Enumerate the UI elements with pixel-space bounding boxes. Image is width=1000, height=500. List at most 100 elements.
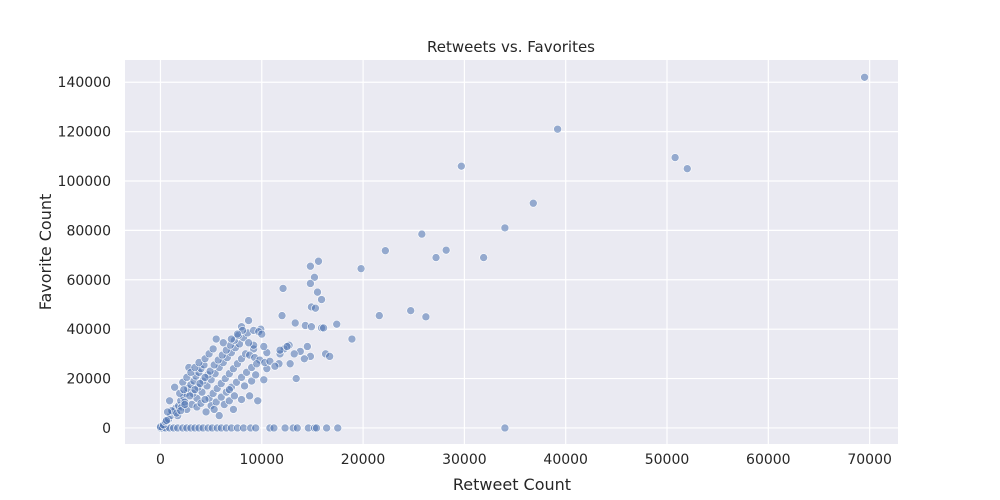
data-point xyxy=(259,342,269,351)
data-point xyxy=(528,198,538,208)
data-point xyxy=(500,223,510,233)
data-point xyxy=(319,323,328,333)
data-point xyxy=(347,334,357,344)
data-point xyxy=(247,376,256,386)
data-point xyxy=(257,329,267,339)
data-point xyxy=(313,287,322,297)
data-point xyxy=(310,273,319,282)
data-point xyxy=(251,423,260,433)
y-tick-label: 100000 xyxy=(58,174,111,190)
data-point xyxy=(289,349,299,359)
data-point xyxy=(200,373,210,382)
data-point xyxy=(417,229,427,239)
x-tick-label: 10000 xyxy=(239,452,284,468)
data-point xyxy=(306,279,315,288)
data-point xyxy=(314,256,323,266)
data-point xyxy=(670,153,680,162)
data-point xyxy=(500,423,510,433)
data-point xyxy=(253,396,263,406)
data-point xyxy=(229,405,238,414)
data-point xyxy=(195,379,205,388)
data-point xyxy=(163,407,172,417)
data-point xyxy=(275,345,285,355)
data-point xyxy=(201,407,211,417)
data-point xyxy=(269,423,279,433)
y-tick-labels: 0 20000 40000 60000 80000 100000 120000 140000 xyxy=(58,75,111,437)
y-tick-label: 80000 xyxy=(66,223,111,239)
data-point xyxy=(356,264,366,273)
y-axis-label: Favorite Count xyxy=(36,194,55,311)
data-point xyxy=(317,295,326,304)
data-point xyxy=(311,303,320,313)
data-point xyxy=(190,385,200,394)
x-tick-label: 50000 xyxy=(645,452,690,468)
data-point xyxy=(200,395,210,404)
data-point xyxy=(179,385,189,394)
data-point xyxy=(280,423,290,433)
y-tick-label: 140000 xyxy=(58,75,111,91)
data-point xyxy=(306,261,315,271)
data-point xyxy=(421,312,431,322)
x-tick-label: 70000 xyxy=(847,452,892,468)
data-point xyxy=(290,318,300,328)
y-tick-label: 60000 xyxy=(66,273,111,289)
data-point xyxy=(285,359,295,369)
data-point xyxy=(307,322,316,332)
data-point xyxy=(332,319,342,329)
y-tick-label: 40000 xyxy=(66,322,111,338)
data-point xyxy=(322,423,331,433)
chart-title: Retweets vs. Favorites xyxy=(427,38,595,56)
data-point xyxy=(259,375,269,385)
x-tick-labels: 0 10000 20000 30000 40000 50000 60000 70000 xyxy=(156,452,892,468)
data-point xyxy=(185,391,195,401)
data-point xyxy=(170,382,179,392)
data-point xyxy=(303,342,312,351)
data-point xyxy=(233,329,242,339)
data-point xyxy=(208,344,218,354)
data-point xyxy=(292,423,302,433)
data-point xyxy=(252,359,262,369)
data-point xyxy=(176,406,186,415)
data-point xyxy=(333,423,343,433)
x-tick-label: 60000 xyxy=(746,452,791,468)
y-tick-label: 0 xyxy=(102,421,111,437)
data-point xyxy=(244,316,253,325)
data-point xyxy=(406,306,415,315)
y-tick-label: 120000 xyxy=(58,125,111,141)
data-point xyxy=(553,124,562,134)
data-point xyxy=(240,381,249,391)
data-point xyxy=(214,411,224,420)
data-point xyxy=(165,396,174,406)
data-point xyxy=(230,391,239,401)
data-point xyxy=(225,385,234,394)
data-point xyxy=(860,72,869,82)
data-point xyxy=(205,366,215,376)
data-point xyxy=(162,416,171,425)
data-point xyxy=(227,334,236,344)
x-axis-label: Retweet Count xyxy=(453,475,571,494)
data-point xyxy=(244,338,253,348)
data-point xyxy=(431,253,441,262)
data-points xyxy=(156,72,869,433)
x-tick-label: 40000 xyxy=(543,452,588,468)
data-point xyxy=(180,400,190,409)
x-tick-label: 30000 xyxy=(442,452,487,468)
data-point xyxy=(245,391,254,401)
data-point xyxy=(312,423,321,433)
data-point xyxy=(441,245,451,255)
x-tick-label: 20000 xyxy=(341,452,386,468)
data-point xyxy=(381,246,390,255)
data-point xyxy=(211,334,221,344)
data-point xyxy=(251,370,260,380)
data-point xyxy=(479,253,488,262)
data-point xyxy=(277,311,287,320)
data-point xyxy=(270,361,280,371)
data-point xyxy=(300,354,309,364)
data-point xyxy=(457,161,466,171)
data-point xyxy=(682,164,692,173)
data-point xyxy=(374,311,384,320)
data-point xyxy=(218,338,228,348)
y-tick-label: 20000 xyxy=(66,372,111,388)
data-point xyxy=(291,374,301,383)
